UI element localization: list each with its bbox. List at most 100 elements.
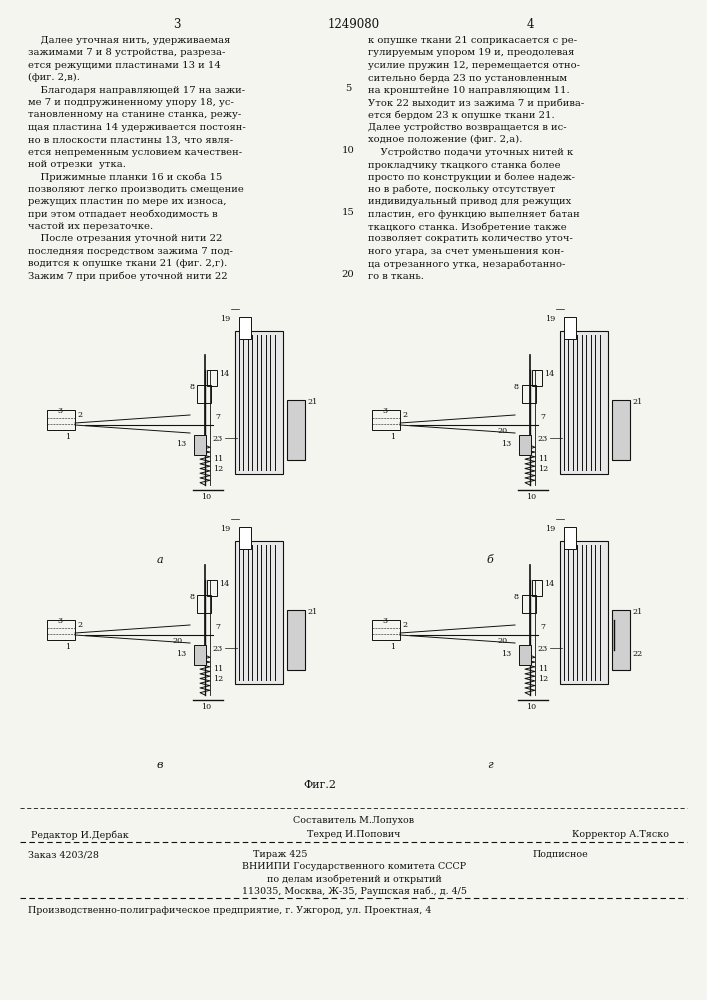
Text: После отрезания уточной нити 22: После отрезания уточной нити 22 bbox=[28, 234, 223, 243]
Bar bbox=[560, 541, 608, 684]
Text: частой их перезаточке.: частой их перезаточке. bbox=[28, 222, 153, 231]
Text: гулируемым упором 19 и, преодолевая: гулируемым упором 19 и, преодолевая bbox=[368, 48, 574, 57]
Text: ется бердом 23 к опушке ткани 21.: ется бердом 23 к опушке ткани 21. bbox=[368, 110, 554, 120]
Text: 12: 12 bbox=[538, 675, 548, 683]
Text: 1249080: 1249080 bbox=[328, 18, 380, 31]
Text: 11: 11 bbox=[538, 665, 548, 673]
Text: 8: 8 bbox=[514, 593, 519, 601]
Text: но в работе, поскольку отсутствует: но в работе, поскольку отсутствует bbox=[368, 185, 555, 194]
Text: Прижимные планки 16 и скоба 15: Прижимные планки 16 и скоба 15 bbox=[28, 172, 223, 182]
Text: 7: 7 bbox=[215, 623, 220, 631]
Text: 3: 3 bbox=[382, 617, 387, 625]
Text: 10: 10 bbox=[341, 146, 354, 155]
Text: пластин, его функцию выпелняет батан: пластин, его функцию выпелняет батан bbox=[368, 210, 580, 219]
Text: 20: 20 bbox=[341, 270, 354, 279]
Text: 2: 2 bbox=[402, 621, 407, 629]
Text: позволяют легко производить смещение: позволяют легко производить смещение bbox=[28, 185, 244, 194]
Text: Подписное: Подписное bbox=[532, 850, 588, 859]
Text: 20: 20 bbox=[498, 427, 508, 435]
Text: 7: 7 bbox=[215, 413, 220, 421]
Text: режущих пластин по мере их износа,: режущих пластин по мере их износа, bbox=[28, 197, 226, 206]
Text: 20: 20 bbox=[498, 637, 508, 645]
Text: г: г bbox=[487, 760, 493, 770]
Text: Уток 22 выходит из зажима 7 и прибива-: Уток 22 выходит из зажима 7 и прибива- bbox=[368, 98, 584, 107]
Bar bbox=[197, 385, 211, 403]
Bar bbox=[194, 645, 206, 665]
Text: 14: 14 bbox=[544, 580, 554, 588]
Text: 10: 10 bbox=[526, 493, 536, 501]
Text: 10: 10 bbox=[201, 493, 211, 501]
Bar bbox=[522, 595, 536, 613]
Bar bbox=[372, 410, 400, 430]
Text: 11: 11 bbox=[538, 455, 548, 463]
Text: 10: 10 bbox=[526, 703, 536, 711]
Text: 8: 8 bbox=[514, 383, 519, 391]
Text: ется режущими пластинами 13 и 14: ется режущими пластинами 13 и 14 bbox=[28, 61, 221, 70]
Text: усилие пружин 12, перемещается отно-: усилие пружин 12, перемещается отно- bbox=[368, 61, 580, 70]
Text: 7: 7 bbox=[540, 413, 545, 421]
Bar bbox=[239, 317, 251, 339]
Text: 8: 8 bbox=[189, 383, 194, 391]
Text: щая пластина 14 удерживается постоян-: щая пластина 14 удерживается постоян- bbox=[28, 123, 246, 132]
Text: 12: 12 bbox=[538, 465, 548, 473]
Bar bbox=[563, 527, 575, 549]
Text: ВНИИПИ Государственного комитета СССР: ВНИИПИ Государственного комитета СССР bbox=[242, 862, 466, 871]
Bar bbox=[207, 580, 217, 596]
Text: 19: 19 bbox=[221, 315, 230, 323]
Text: 14: 14 bbox=[219, 370, 229, 378]
Text: 14: 14 bbox=[544, 370, 554, 378]
Text: 12: 12 bbox=[213, 465, 223, 473]
Text: 14: 14 bbox=[219, 580, 229, 588]
Text: прокладчику ткацкого станка более: прокладчику ткацкого станка более bbox=[368, 160, 561, 169]
Text: 23: 23 bbox=[213, 645, 223, 653]
Text: Заказ 4203/28: Заказ 4203/28 bbox=[28, 850, 99, 859]
Text: ме 7 и подпружиненному упору 18, ус-: ме 7 и подпружиненному упору 18, ус- bbox=[28, 98, 234, 107]
Text: 13: 13 bbox=[501, 440, 511, 448]
Text: ца отрезанного утка, незаработанно-: ца отрезанного утка, незаработанно- bbox=[368, 259, 566, 269]
Text: Редактор И.Дербак: Редактор И.Дербак bbox=[31, 830, 129, 840]
Text: 19: 19 bbox=[221, 525, 230, 533]
Text: 113035, Москва, Ж-35, Раушская наб., д. 4/5: 113035, Москва, Ж-35, Раушская наб., д. … bbox=[242, 886, 467, 896]
Text: зажимами 7 и 8 устройства, разреза-: зажимами 7 и 8 устройства, разреза- bbox=[28, 48, 226, 57]
Text: а: а bbox=[157, 555, 163, 565]
Text: 3: 3 bbox=[173, 18, 181, 31]
Text: водится к опушке ткани 21 (фиг. 2,г).: водится к опушке ткани 21 (фиг. 2,г). bbox=[28, 259, 227, 268]
Text: Составитель М.Лопухов: Составитель М.Лопухов bbox=[293, 816, 414, 825]
Text: Корректор А.Тяско: Корректор А.Тяско bbox=[571, 830, 669, 839]
Text: 13: 13 bbox=[501, 650, 511, 658]
Text: ной отрезки  утка.: ной отрезки утка. bbox=[28, 160, 126, 169]
Text: 11: 11 bbox=[213, 665, 223, 673]
Bar bbox=[372, 620, 400, 640]
Text: 2: 2 bbox=[77, 411, 82, 419]
Text: 12: 12 bbox=[213, 675, 223, 683]
Text: к опушке ткани 21 соприкасается с ре-: к опушке ткани 21 соприкасается с ре- bbox=[368, 36, 577, 45]
Text: (фиг. 2,в).: (фиг. 2,в). bbox=[28, 73, 80, 82]
Text: сительно берда 23 по установленным: сительно берда 23 по установленным bbox=[368, 73, 567, 83]
Text: 1: 1 bbox=[390, 643, 395, 651]
Text: Техред И.Попович: Техред И.Попович bbox=[308, 830, 401, 839]
Text: ется непременным условием качествен-: ется непременным условием качествен- bbox=[28, 148, 242, 157]
Text: 19: 19 bbox=[546, 525, 556, 533]
Bar bbox=[207, 370, 217, 386]
Text: 19: 19 bbox=[546, 315, 556, 323]
Bar bbox=[287, 610, 305, 670]
Bar bbox=[194, 435, 206, 455]
Text: 8: 8 bbox=[189, 593, 194, 601]
Text: ткацкого станка. Изобретение также: ткацкого станка. Изобретение также bbox=[368, 222, 567, 232]
Text: 1: 1 bbox=[65, 643, 70, 651]
Text: 1: 1 bbox=[65, 433, 70, 441]
Text: при этом отпадает необходимость в: при этом отпадает необходимость в bbox=[28, 210, 218, 219]
Text: 13: 13 bbox=[176, 650, 186, 658]
Text: просто по конструкции и более надеж-: просто по конструкции и более надеж- bbox=[368, 172, 575, 182]
Text: б: б bbox=[486, 555, 493, 565]
Text: тановленному на станине станка, режу-: тановленному на станине станка, режу- bbox=[28, 110, 241, 119]
Text: Далее уточная нить, удерживаемая: Далее уточная нить, удерживаемая bbox=[28, 36, 230, 45]
Text: 2: 2 bbox=[402, 411, 407, 419]
Text: 21: 21 bbox=[308, 608, 317, 616]
Text: 23: 23 bbox=[537, 435, 548, 443]
Text: 21: 21 bbox=[308, 398, 317, 406]
Text: 2: 2 bbox=[77, 621, 82, 629]
Text: ного угара, за счет уменьшения кон-: ного угара, за счет уменьшения кон- bbox=[368, 247, 564, 256]
Text: Производственно-полиграфическое предприятие, г. Ужгород, ул. Проектная, 4: Производственно-полиграфическое предприя… bbox=[28, 906, 431, 915]
Text: 7: 7 bbox=[540, 623, 545, 631]
